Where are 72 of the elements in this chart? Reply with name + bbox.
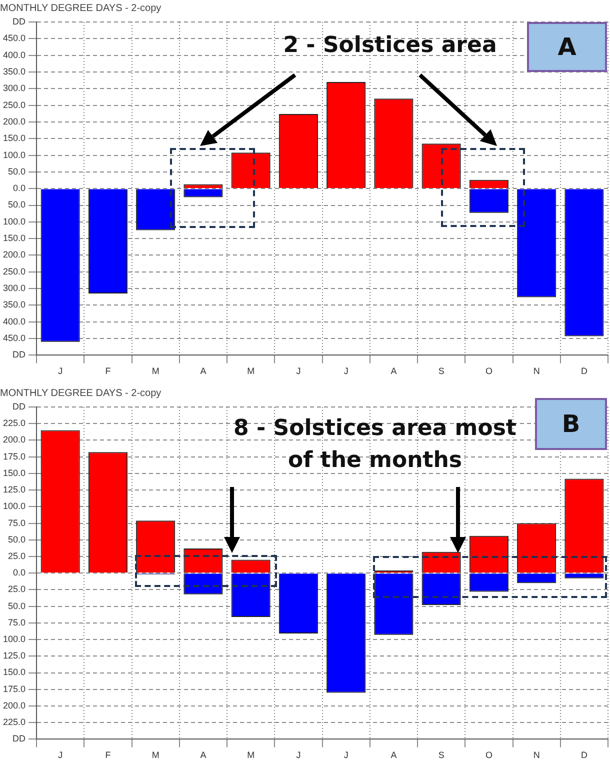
y-tick-label: 100.0	[2, 634, 26, 644]
x-tick-label: M	[247, 750, 255, 760]
y-tick-label: 350.0	[2, 66, 26, 76]
y-tick-label: 350.0	[2, 300, 26, 310]
x-tick-label: A	[390, 750, 397, 760]
x-tick-label: A	[200, 366, 206, 376]
y-tick-label: 250.0	[2, 266, 26, 276]
y-tick-label: 125.0	[2, 650, 26, 661]
x-tick-label: O	[485, 366, 492, 376]
y-tick-label: 250.0	[2, 100, 26, 110]
y-tick-label: 150.0	[2, 667, 26, 678]
y-tick-label: 400.0	[2, 316, 26, 326]
x-tick-label: J	[58, 366, 63, 376]
x-tick-label: J	[344, 366, 348, 376]
x-tick-label: D	[580, 750, 588, 760]
x-tick-label: J	[296, 750, 301, 760]
y-tick-label: 50.0	[8, 534, 26, 544]
x-tick-label: D	[580, 366, 588, 376]
y-tick-label: 50.0	[8, 200, 26, 210]
y-tick-label: 300.0	[2, 283, 26, 294]
x-tick-label: M	[152, 366, 160, 376]
x-tick-label: S	[438, 366, 444, 376]
y-tick-label: 450.0	[2, 33, 26, 44]
y-tick-label: 150.0	[2, 468, 26, 478]
y-tick-label: 75.0	[8, 518, 26, 528]
y-tick-label: 50.0	[8, 600, 26, 611]
chart-title: MONTHLY DEGREE DAYS - 2-copy	[0, 388, 162, 399]
annotation: A	[527, 22, 607, 72]
x-tick-label: O	[485, 750, 492, 760]
annotation: 8 - Solstices area most of the months	[232, 415, 518, 475]
y-tick-label: 100.0	[2, 501, 26, 512]
y-tick-label: 200.0	[2, 434, 26, 445]
y-tick-label: 150.0	[2, 233, 26, 244]
x-tick-label: S	[438, 750, 444, 760]
y-tick-label: 200.0	[2, 116, 26, 126]
y-tick-label: 225.0	[2, 418, 26, 428]
y-tick-label: 150.0	[2, 133, 26, 144]
y-tick-label: 50.0	[8, 166, 26, 176]
y-tick-label: DD	[12, 734, 26, 744]
x-tick-label: A	[200, 750, 206, 760]
x-tick-label: J	[58, 750, 63, 760]
y-tick-label: 100.0	[2, 150, 26, 160]
x-tick-label: M	[152, 750, 160, 760]
y-tick-label: DD	[12, 401, 26, 412]
y-tick-label: 25.0	[8, 584, 26, 594]
y-tick-label: 75.0	[8, 617, 26, 628]
y-tick-label: 175.0	[2, 451, 26, 462]
y-tick-label: 0.0	[13, 183, 26, 194]
y-tick-label: DD	[12, 16, 26, 26]
x-tick-label: J	[344, 750, 348, 760]
x-tick-label: J	[296, 366, 301, 376]
x-tick-label: N	[533, 366, 540, 376]
annotation: B	[535, 398, 607, 450]
x-tick-label: N	[533, 750, 540, 760]
y-tick-label: 225.0	[2, 717, 26, 728]
y-tick-label: 200.0	[2, 700, 26, 710]
x-tick-label: F	[105, 366, 112, 376]
annotation: 2 - Solstices area	[282, 32, 498, 60]
y-tick-label: 175.0	[2, 684, 26, 694]
x-tick-label: F	[105, 750, 112, 760]
x-tick-label: A	[390, 366, 397, 376]
x-tick-label: M	[247, 366, 255, 376]
y-tick-label: 300.0	[2, 83, 26, 94]
y-tick-label: 200.0	[2, 250, 26, 260]
y-tick-label: 100.0	[2, 216, 26, 226]
y-tick-label: DD	[12, 350, 26, 360]
y-tick-label: 450.0	[2, 333, 26, 344]
y-tick-label: 400.0	[2, 50, 26, 60]
y-tick-label: 0.0	[13, 568, 26, 578]
y-tick-label: 25.0	[8, 550, 26, 561]
y-tick-label: 125.0	[2, 484, 26, 495]
chart-title: MONTHLY DEGREE DAYS - 2-copy	[0, 2, 162, 14]
